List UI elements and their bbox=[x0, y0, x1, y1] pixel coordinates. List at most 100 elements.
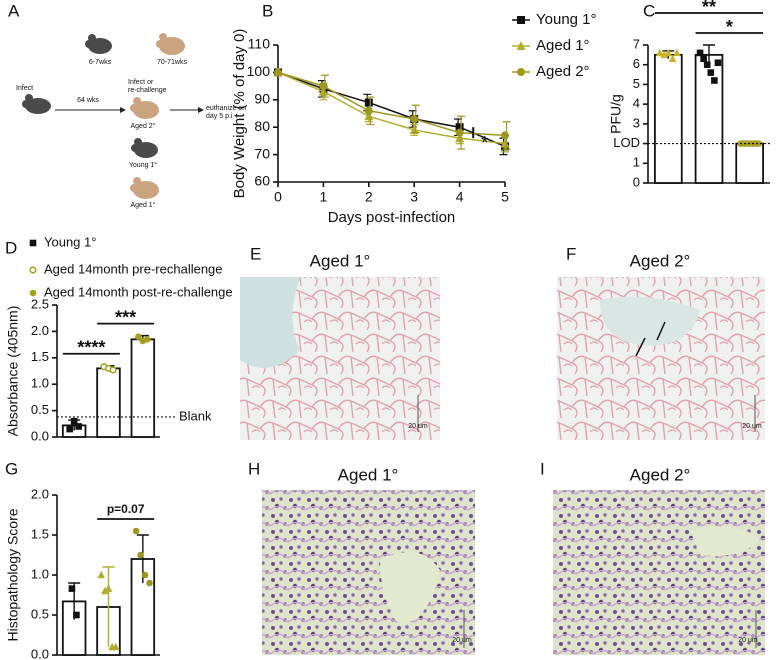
legend-marker bbox=[516, 41, 526, 50]
panel-letter: H bbox=[248, 459, 260, 478]
panel-letter: G bbox=[5, 459, 18, 478]
scale-label: 20 um bbox=[452, 637, 472, 644]
marker bbox=[75, 423, 82, 430]
marker bbox=[501, 131, 509, 140]
marker bbox=[141, 571, 149, 579]
marker bbox=[455, 133, 465, 143]
marker bbox=[274, 68, 282, 77]
image-title: Aged 1° bbox=[338, 465, 399, 484]
y-tick-label: 1.0 bbox=[31, 566, 49, 581]
y-axis-label: PFU/g bbox=[608, 94, 624, 134]
scale-label: 20 um bbox=[408, 423, 428, 430]
bar bbox=[130, 338, 156, 438]
panel-letter: C bbox=[643, 1, 655, 20]
legend-marker bbox=[517, 68, 525, 76]
marker bbox=[364, 98, 373, 107]
marker bbox=[73, 611, 80, 619]
marker bbox=[707, 69, 715, 76]
schematic: A 6-7wks 70-71wks Infect 64 wks Infect o… bbox=[8, 1, 246, 208]
marker bbox=[70, 417, 78, 425]
step-label: Infect or bbox=[128, 79, 154, 86]
age-label: 6-7wks bbox=[89, 59, 112, 66]
mouse-icon bbox=[156, 33, 185, 55]
significance-label: p=0.07 bbox=[107, 502, 145, 516]
y-tick-label: 70 bbox=[254, 145, 270, 161]
y-tick-label: 5 bbox=[633, 76, 640, 91]
series-line bbox=[277, 71, 506, 145]
y-tick-label: 2.5 bbox=[31, 296, 49, 311]
image-title: Aged 2° bbox=[630, 465, 691, 484]
x-tick-label: 4 bbox=[456, 189, 464, 205]
y-tick-label: 90 bbox=[254, 91, 270, 107]
scale-label: 20 um bbox=[742, 423, 762, 430]
group-label: Aged 1° bbox=[131, 201, 156, 209]
marker bbox=[711, 77, 718, 84]
bar bbox=[654, 53, 683, 184]
panel-letter: D bbox=[5, 238, 17, 257]
x-axis-label: Days post-infection bbox=[328, 209, 456, 226]
marker bbox=[660, 50, 668, 59]
marker bbox=[655, 48, 664, 57]
arrow bbox=[656, 321, 666, 341]
legend-label: Young 1° bbox=[44, 234, 96, 249]
x-tick-label: 2 bbox=[365, 189, 373, 205]
arrowhead bbox=[120, 107, 126, 113]
legend-label: Aged 1° bbox=[536, 37, 590, 54]
marker bbox=[500, 138, 510, 148]
marker bbox=[700, 55, 707, 63]
y-tick-label: 110 bbox=[248, 36, 271, 52]
marker bbox=[755, 140, 763, 147]
mouse-icon bbox=[131, 138, 158, 158]
mouse-icon bbox=[22, 94, 51, 114]
marker bbox=[101, 586, 109, 595]
legend-label: Aged 2° bbox=[536, 63, 590, 80]
interval-label: 64 wks bbox=[77, 97, 99, 104]
arrowhead bbox=[198, 107, 204, 113]
marker bbox=[146, 579, 153, 587]
marker bbox=[455, 128, 464, 137]
group-label: Aged 2° bbox=[131, 122, 156, 130]
marker bbox=[364, 106, 373, 115]
series-line bbox=[277, 71, 506, 148]
legend-label: Aged 14month post-re-challenge bbox=[44, 284, 233, 299]
micrograph bbox=[553, 490, 765, 655]
error-bar bbox=[102, 566, 115, 647]
marker bbox=[668, 54, 677, 63]
y-tick-label: 1.5 bbox=[31, 349, 49, 364]
significance-label: ** bbox=[702, 0, 716, 17]
marker bbox=[714, 59, 722, 67]
y-tick-label: 2.0 bbox=[31, 323, 49, 338]
y-tick-label: 1 bbox=[633, 155, 640, 170]
micrograph bbox=[262, 490, 475, 655]
airspace bbox=[600, 296, 700, 346]
legend-marker bbox=[29, 266, 37, 274]
legend-marker bbox=[517, 16, 525, 24]
panel-letter: I bbox=[540, 459, 545, 478]
marker bbox=[144, 336, 151, 343]
legend-marker bbox=[29, 289, 37, 297]
marker bbox=[132, 527, 140, 535]
y-tick-label: 0.5 bbox=[31, 606, 49, 621]
legend-label: Young 1° bbox=[536, 11, 597, 28]
bar bbox=[96, 367, 121, 438]
y-tick-label: 80 bbox=[254, 118, 270, 134]
y-tick-label: 0.0 bbox=[31, 646, 49, 660]
scale-label: 20 um bbox=[738, 637, 758, 644]
marker bbox=[111, 642, 120, 651]
marker bbox=[696, 49, 704, 57]
y-tick-label: 60 bbox=[254, 173, 270, 189]
marker bbox=[673, 48, 681, 57]
marker bbox=[664, 48, 673, 57]
x-tick-label: 0 bbox=[274, 189, 282, 205]
significance-label: * bbox=[726, 17, 733, 37]
step-label: re-challenge bbox=[128, 87, 167, 94]
y-tick-label: 1.0 bbox=[31, 376, 49, 391]
y-axis-label: Body Weight (% of day 0) bbox=[231, 29, 248, 199]
y-tick-label: 0.0 bbox=[31, 428, 49, 443]
x-tick-label: 5 bbox=[501, 189, 509, 205]
y-tick-label: 0.5 bbox=[31, 402, 49, 417]
airspace bbox=[690, 526, 760, 556]
marker bbox=[135, 333, 142, 340]
marker bbox=[319, 82, 328, 91]
